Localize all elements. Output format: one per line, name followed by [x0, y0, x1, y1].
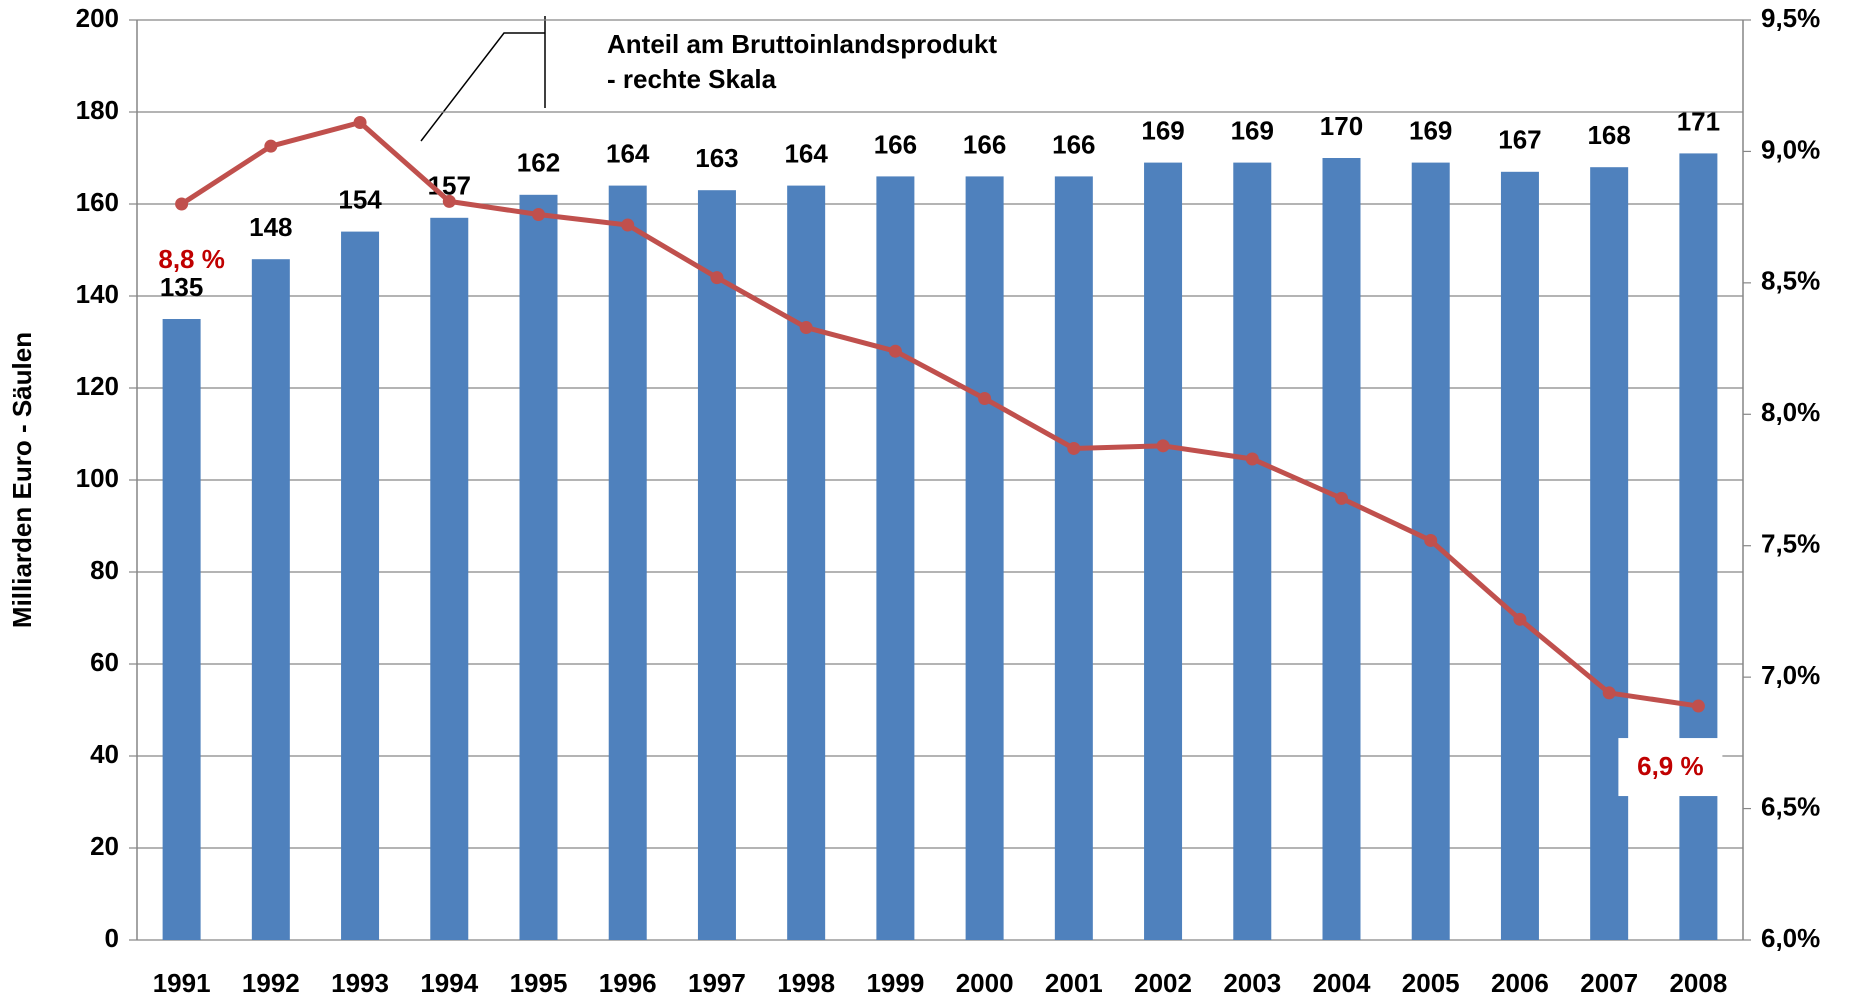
bar [697, 190, 736, 940]
line-point [1424, 533, 1438, 547]
y-tick-label: 160 [76, 187, 119, 217]
y-tick-label: 180 [76, 95, 119, 125]
y2-tick-label: 9,0% [1761, 134, 1820, 164]
bar-value-label: 164 [606, 138, 650, 168]
line-point [1245, 452, 1259, 466]
y2-tick-label: 8,5% [1761, 266, 1820, 296]
callout-line [420, 32, 545, 142]
bar [519, 194, 558, 941]
bar [1322, 158, 1361, 940]
bar [341, 231, 380, 941]
y-tick-label: 40 [90, 739, 119, 769]
bar [965, 176, 1004, 940]
line-point [1067, 441, 1081, 455]
bar-value-label: 169 [1141, 115, 1184, 145]
x-tick-label: 1999 [866, 968, 924, 997]
bar [1590, 167, 1629, 940]
y2-tick-label: 7,0% [1761, 660, 1820, 690]
bar-value-label: 164 [784, 138, 828, 168]
bar [787, 185, 826, 941]
annotation: - rechte Skala [607, 64, 777, 94]
line-value-label: 8,8 % [158, 244, 225, 274]
x-tick-label: 1998 [777, 968, 835, 997]
bar [1233, 162, 1272, 941]
bar [1054, 176, 1093, 940]
line-point [621, 218, 635, 232]
line-point [888, 344, 902, 358]
x-tick-label: 2004 [1313, 968, 1371, 997]
bar [251, 259, 290, 940]
y-tick-label: 140 [76, 279, 119, 309]
y-axis-label: Milliarden Euro - Säulen [7, 332, 37, 628]
x-tick-label: 2001 [1045, 968, 1103, 997]
bar-value-label: 135 [160, 272, 203, 302]
bar-value-label: 162 [517, 148, 560, 178]
x-tick-label: 1991 [153, 968, 211, 997]
y2-tick-label: 8,0% [1761, 397, 1820, 427]
x-tick-label: 2003 [1223, 968, 1281, 997]
annotation: Anteil am Bruttoinlandsprodukt [607, 29, 997, 59]
line-point [1691, 699, 1705, 713]
y2-tick-label: 7,5% [1761, 529, 1820, 559]
line-value-label: 6,9 % [1637, 751, 1704, 781]
y-tick-label: 0 [105, 923, 119, 953]
x-tick-label: 1994 [420, 968, 478, 997]
y-tick-label: 100 [76, 463, 119, 493]
bar-value-label: 163 [695, 143, 738, 173]
line-point [710, 271, 724, 285]
y2-tick-label: 6,0% [1761, 923, 1820, 953]
line-point [799, 321, 813, 335]
y2-tick-label: 6,5% [1761, 791, 1820, 821]
y-tick-label: 60 [90, 647, 119, 677]
y-tick-label: 20 [90, 831, 119, 861]
line-point [532, 208, 545, 222]
bar [1679, 153, 1718, 940]
x-tick-label: 1992 [242, 968, 300, 997]
bar-value-label: 148 [249, 212, 292, 242]
bar-value-label: 169 [1409, 115, 1452, 145]
bar [430, 217, 469, 941]
line-point [175, 197, 189, 211]
line-point [1335, 491, 1348, 505]
x-tick-label: 2006 [1491, 968, 1549, 997]
bar [876, 176, 915, 940]
x-tick-label: 1997 [688, 968, 746, 997]
bar-value-label: 166 [1052, 129, 1095, 159]
line-point [1156, 439, 1170, 453]
bar [1500, 171, 1539, 941]
line-point [353, 116, 367, 130]
bar-value-label: 171 [1677, 106, 1720, 136]
bar [162, 319, 201, 940]
x-tick-label: 2008 [1669, 968, 1727, 997]
y2-tick-label: 9,5% [1761, 3, 1820, 33]
bar-value-label: 154 [338, 184, 382, 214]
line-point [978, 392, 992, 406]
x-tick-label: 1993 [331, 968, 389, 997]
label-box [1618, 738, 1723, 797]
x-tick-label: 2005 [1402, 968, 1460, 997]
x-tick-label: 2002 [1134, 968, 1192, 997]
line-point [264, 139, 278, 153]
line-point [442, 194, 456, 208]
bar-value-label: 170 [1320, 111, 1363, 141]
bar-value-label: 166 [963, 129, 1006, 159]
bar-value-label: 167 [1498, 125, 1541, 155]
x-tick-label: 2007 [1580, 968, 1638, 997]
line [180, 119, 1699, 709]
bar [608, 185, 647, 941]
y-tick-label: 200 [76, 3, 119, 33]
bar [1144, 162, 1183, 941]
line-point [1513, 612, 1527, 626]
bar-value-label: 169 [1231, 115, 1274, 145]
bar-value-label: 168 [1587, 120, 1630, 150]
line-point [1602, 686, 1616, 700]
x-tick-label: 1996 [599, 968, 657, 997]
bar-value-label: 166 [874, 129, 917, 159]
x-tick-label: 1995 [510, 968, 568, 997]
y-tick-label: 120 [76, 371, 119, 401]
y-tick-label: 80 [90, 555, 119, 585]
x-tick-label: 2000 [956, 968, 1014, 997]
